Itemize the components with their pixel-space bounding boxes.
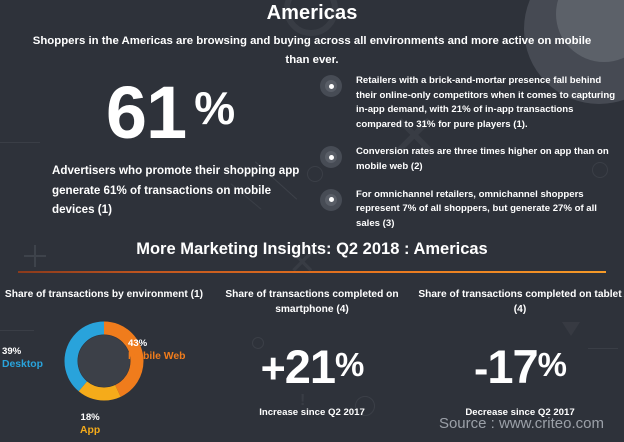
- hero-percent-symbol: %: [194, 82, 235, 134]
- donut-label-mobile-web: 43% Mobile Web: [128, 337, 186, 363]
- tablet-percent-symbol: %: [537, 346, 567, 384]
- smartphone-stat-value: +21%: [208, 337, 416, 397]
- insights-banner-title: More Marketing Insights: Q2 2018 : Ameri…: [136, 240, 488, 258]
- smartphone-stat-sign: +: [260, 345, 286, 394]
- bullet-dot-icon: [320, 75, 342, 97]
- page-title: Americas: [266, 2, 358, 24]
- smartphone-stat-number: 21: [284, 340, 336, 394]
- donut-center-hole: [78, 334, 130, 387]
- bullet-dot-icon: [320, 188, 342, 211]
- list-item: For omnichannel retailers, omnichannel s…: [320, 188, 616, 232]
- donut-segment-desktop: [64, 321, 144, 401]
- list-item-label: Retailers with a brick-and-mortar presen…: [356, 75, 616, 130]
- tablet-stat-sign: -: [474, 345, 488, 394]
- donut-label-app-name: App: [80, 424, 101, 436]
- panel-title: Share of transactions completed on smart…: [225, 289, 399, 315]
- panel-smartphone-share: Share of transactions completed on smart…: [208, 288, 416, 433]
- panel-transactions-by-environment: Share of transactions by environment (1)…: [0, 288, 208, 436]
- list-item: Conversion rates are three times higher …: [320, 145, 616, 174]
- donut-label-app-value: 18%: [80, 411, 100, 423]
- insight-bullet-list: Retailers with a brick-and-mortar presen…: [320, 74, 616, 244]
- decorative-line: [0, 142, 40, 143]
- tablet-stat-value: -17%: [416, 337, 624, 397]
- page-subtitle: Shoppers in the Americas are browsing an…: [32, 35, 592, 66]
- donut-chart-area: 39% Desktop 43% Mobile Web 18% App: [0, 313, 208, 436]
- donut-label-app: 18% App: [80, 411, 100, 437]
- donut-label-desktop-name: Desktop: [2, 358, 43, 370]
- donut-label-desktop: 39% Desktop: [2, 345, 43, 371]
- list-item-label: For omnichannel retailers, omnichannel s…: [356, 188, 597, 229]
- panel-title: Share of transactions by environment (1): [4, 289, 204, 300]
- tablet-stat-footnote: Decrease since Q2 2017: [465, 407, 575, 419]
- panel-tablet-share: Share of transactions completed on table…: [416, 288, 624, 433]
- hero-stat-value: 61: [105, 71, 187, 154]
- hero-stat-number: 61%: [36, 70, 304, 151]
- source-attribution: Source : www.criteo.com: [438, 415, 604, 432]
- donut-label-mobile-web-name: Mobile Web: [128, 350, 186, 362]
- donut-segment-app: [64, 321, 144, 401]
- panel-title: Share of transactions completed on table…: [418, 289, 622, 315]
- hero-stat-block: 61% Advertisers who promote their shoppi…: [36, 70, 304, 220]
- list-item-label: Conversion rates are three times higher …: [356, 146, 609, 172]
- tablet-stat-number: 17: [487, 340, 538, 394]
- insights-panel-row: Share of transactions by environment (1)…: [0, 288, 624, 436]
- hero-stat-caption: Advertisers who promote their shopping a…: [52, 164, 300, 216]
- bullet-dot-icon: [320, 146, 342, 169]
- smartphone-percent-symbol: %: [335, 346, 364, 384]
- donut-label-mobile-web-value: 43%: [128, 337, 148, 349]
- smartphone-stat-footnote: Increase since Q2 2017: [259, 407, 365, 419]
- donut-chart: [64, 321, 144, 401]
- insights-divider: [18, 271, 606, 273]
- list-item: Retailers with a brick-and-mortar presen…: [320, 74, 616, 132]
- donut-label-desktop-value: 39%: [2, 345, 22, 357]
